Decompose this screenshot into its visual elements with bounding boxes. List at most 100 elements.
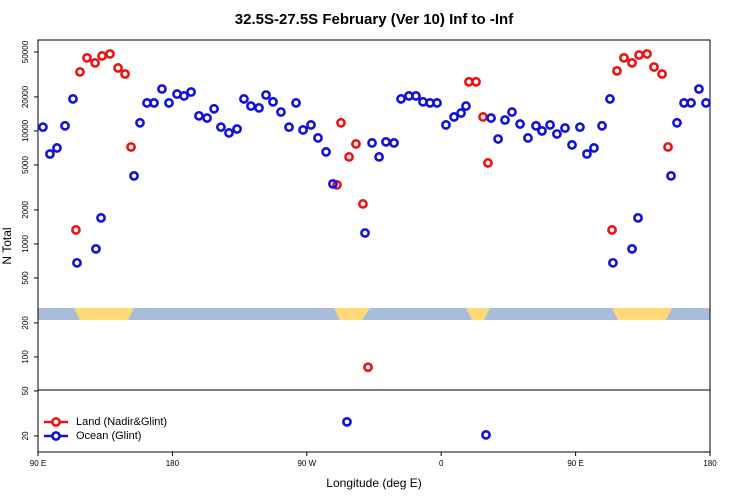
data-point [351, 139, 361, 149]
data-point [657, 69, 667, 79]
data-point [449, 112, 459, 122]
legend-label: Land (Nadir&Glint) [76, 416, 167, 428]
data-point [306, 120, 316, 130]
data-point [523, 133, 533, 143]
data-point [483, 158, 493, 168]
y-tick-label: 50 [21, 386, 30, 395]
data-point [276, 107, 286, 117]
data-point [97, 51, 107, 61]
data-point [68, 94, 78, 104]
data-point [478, 112, 488, 122]
data-point [411, 91, 421, 101]
data-point [126, 142, 136, 152]
data-point [38, 122, 48, 133]
data-point [224, 128, 234, 138]
data-point [336, 117, 346, 128]
data-point [135, 117, 145, 128]
data-point [461, 101, 471, 111]
data-point [686, 98, 696, 108]
y-tick-label: 1000 [21, 234, 30, 252]
data-point [531, 120, 541, 131]
legend-marker [51, 417, 61, 427]
data-point [481, 430, 491, 440]
data-point [363, 362, 373, 373]
legend-marker [51, 431, 61, 441]
data-point [607, 225, 617, 235]
data-point [209, 103, 219, 114]
data-point [186, 87, 196, 97]
y-tick-label: 20000 [21, 85, 30, 108]
data-point [344, 152, 354, 162]
data-point [232, 124, 242, 134]
x-tick-label: 0 [439, 459, 444, 468]
data-point [567, 140, 577, 150]
data-point [627, 243, 637, 254]
data-point [537, 126, 547, 136]
y-tick-label: 20 [21, 431, 30, 440]
data-point [627, 58, 637, 68]
data-point [374, 152, 384, 162]
data-point [105, 49, 115, 59]
x-tick-label: 90 E [567, 459, 583, 468]
data-point [239, 94, 249, 104]
y-tick-label: 100 [21, 350, 30, 364]
data-point [619, 52, 629, 63]
data-point [471, 76, 481, 87]
data-point [82, 52, 92, 63]
data-point [358, 199, 368, 209]
data-point [432, 98, 442, 108]
data-point [486, 113, 496, 123]
data-point [113, 63, 123, 73]
map-strip [38, 308, 710, 320]
data-point [91, 243, 101, 254]
x-tick-label: 90 W [297, 459, 316, 468]
data-point [649, 62, 659, 72]
data-point [284, 122, 294, 133]
y-tick-label: 5000 [21, 155, 30, 173]
y-tick-label: 500 [21, 271, 30, 285]
data-point [608, 257, 618, 268]
data-point [582, 149, 592, 159]
y-tick-label: 2000 [21, 200, 30, 218]
data-point [552, 129, 562, 139]
data-point [291, 98, 301, 108]
y-axis-label: N Total [0, 227, 14, 264]
data-point [321, 147, 331, 157]
data-point [71, 225, 81, 235]
data-point [120, 69, 130, 79]
data-point [179, 91, 189, 101]
data-point [268, 96, 278, 107]
data-point [157, 84, 167, 94]
data-point [261, 90, 271, 100]
chart-title: 32.5S-27.5S February (Ver 10) Inf to -In… [235, 11, 514, 28]
y-tick-label: 200 [21, 316, 30, 330]
data-point [515, 119, 525, 129]
data-point [360, 228, 370, 238]
data-point [666, 170, 676, 181]
data-point [633, 212, 643, 223]
data-point [342, 416, 352, 427]
data-point [672, 117, 682, 128]
data-point [560, 123, 570, 133]
x-tick-label: 180 [166, 459, 180, 468]
data-point [313, 133, 323, 143]
data-point [202, 113, 212, 123]
data-point [96, 212, 106, 223]
data-point [367, 138, 377, 148]
x-axis-label: Longitude (deg E) [326, 476, 421, 490]
data-point [507, 107, 517, 117]
data-point [456, 108, 466, 118]
data-point [441, 120, 451, 130]
data-point [52, 143, 62, 153]
data-point [60, 120, 70, 131]
data-point [500, 115, 510, 125]
data-point [149, 98, 159, 108]
data-point [589, 143, 599, 153]
data-point [45, 149, 55, 159]
x-tick-label: 180 [703, 459, 717, 468]
data-point [663, 142, 673, 152]
data-point [396, 94, 406, 104]
legend-label: Ocean (Glint) [76, 430, 141, 442]
data-point [612, 65, 622, 76]
